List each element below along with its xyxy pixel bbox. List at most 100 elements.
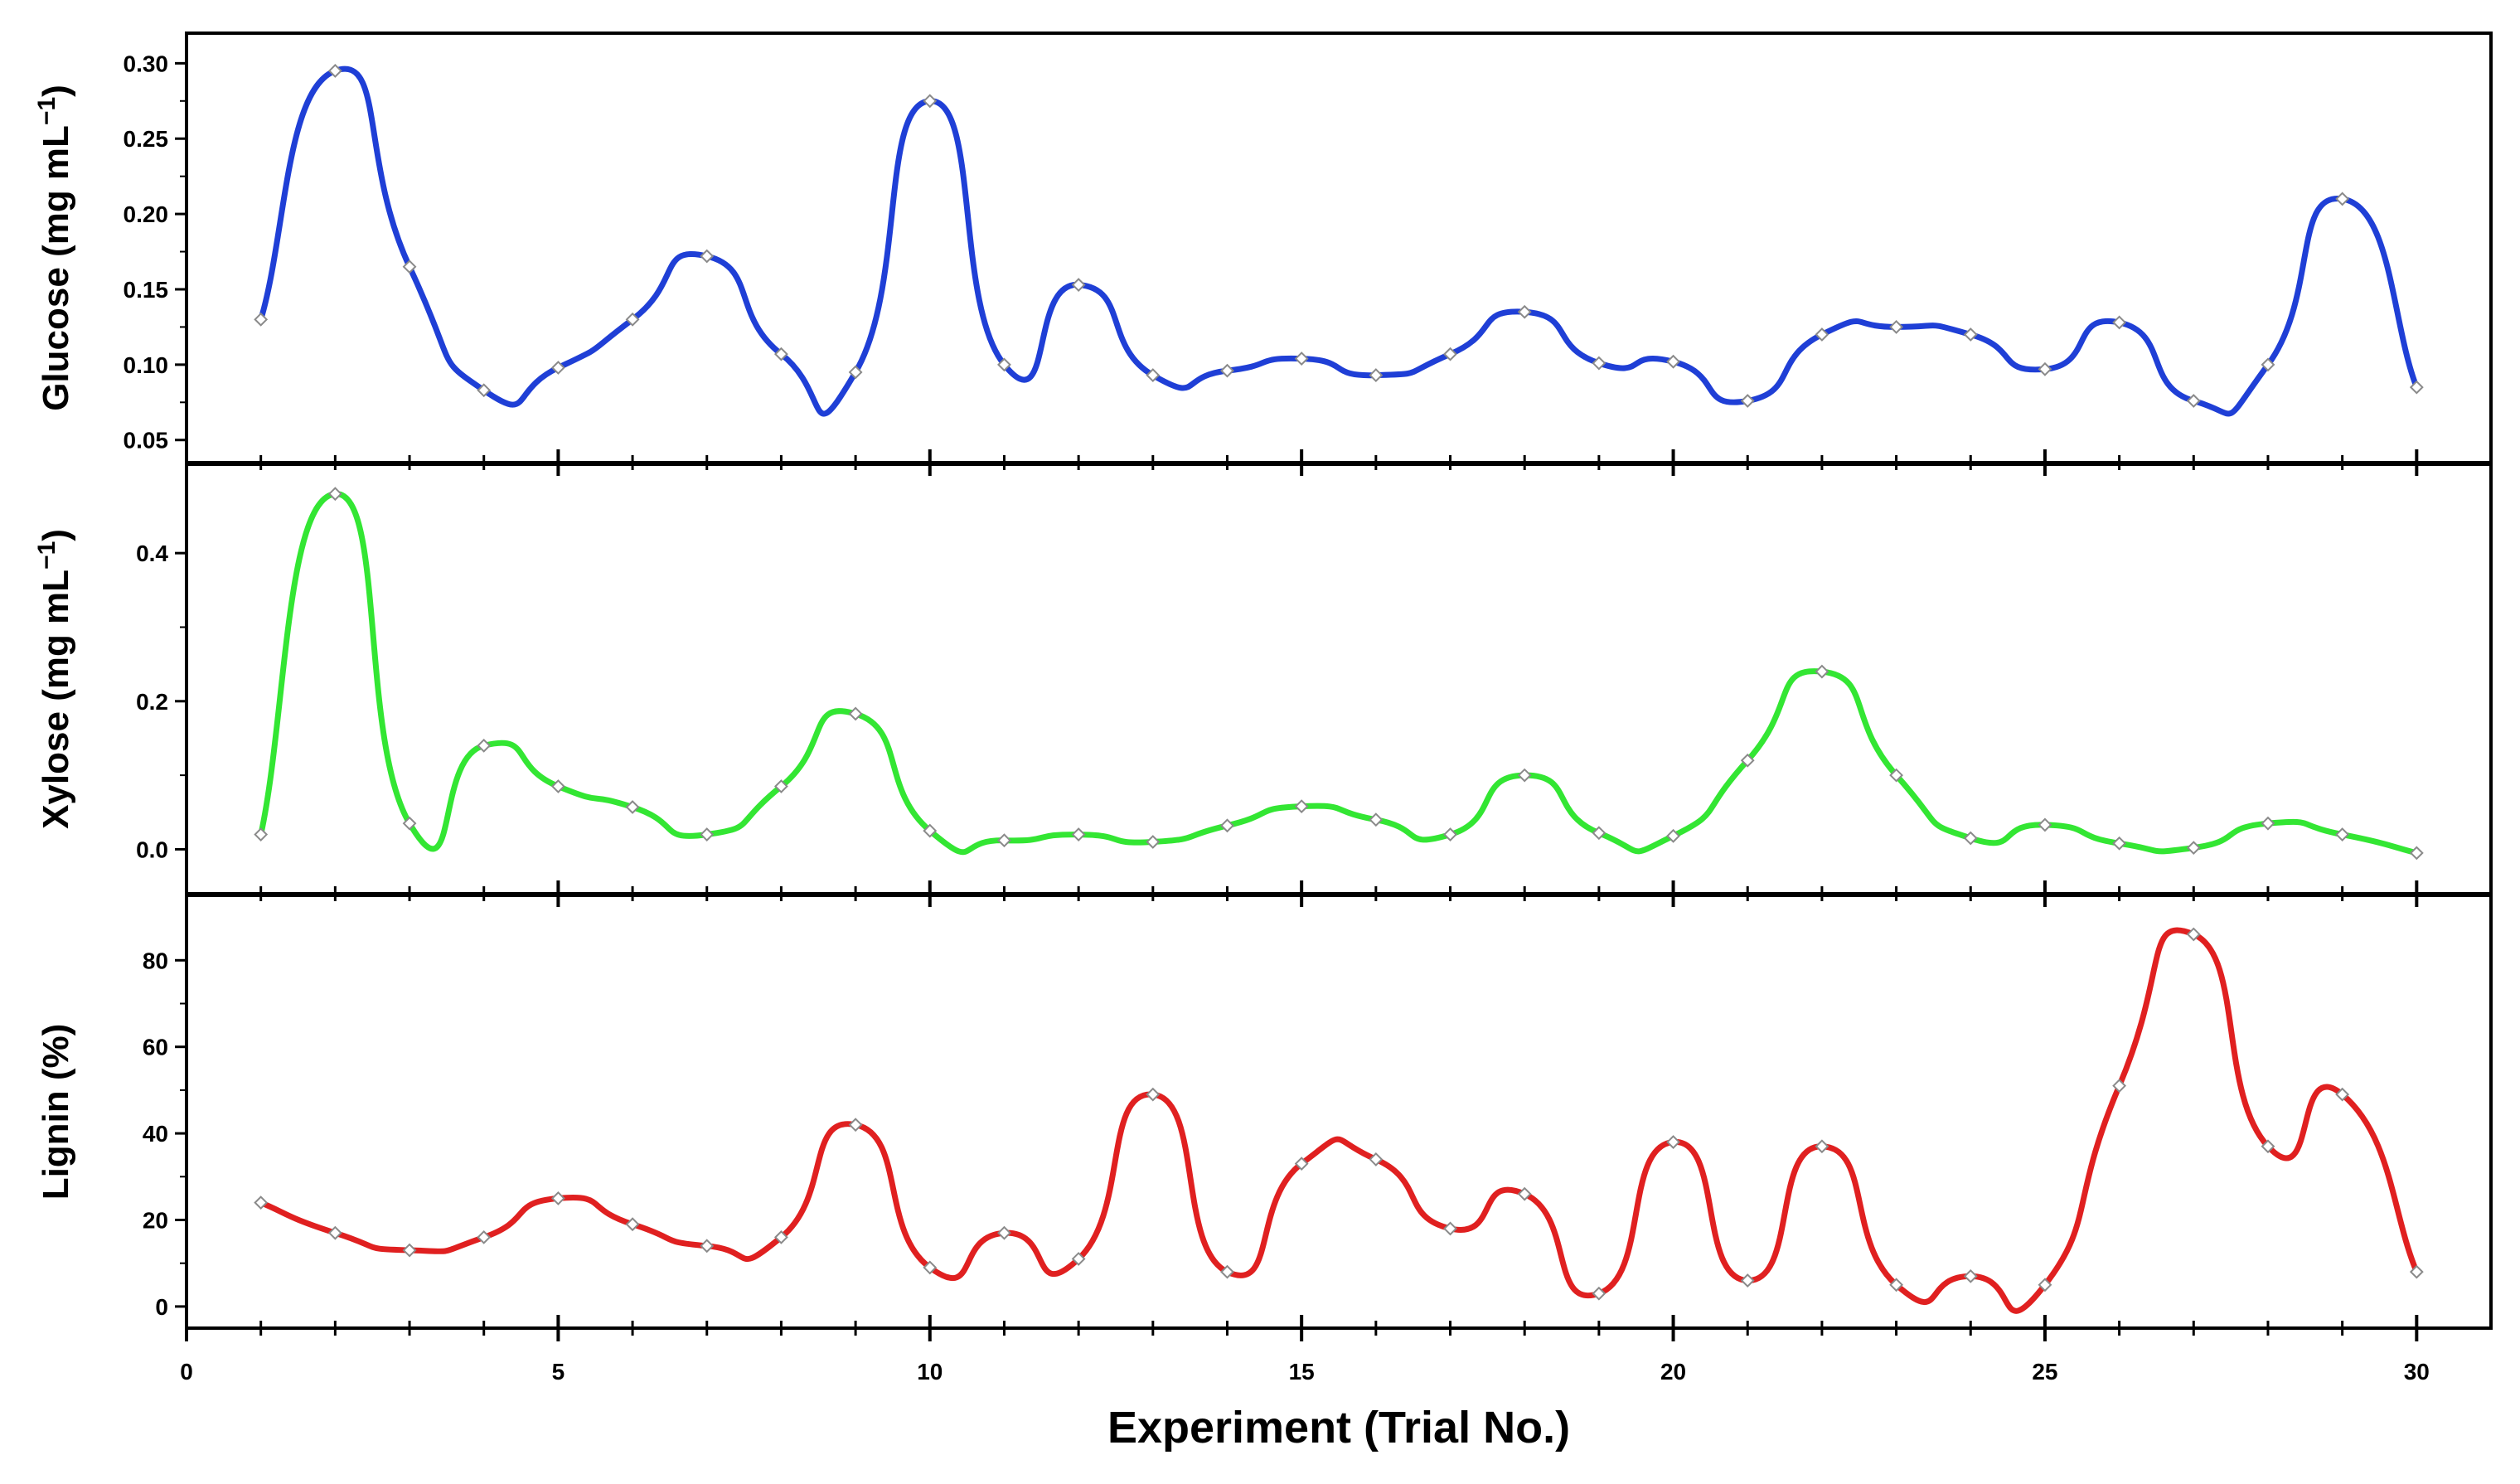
- glucose-ytick-label: 0.15: [124, 277, 169, 303]
- lignin-point-22: [1815, 1139, 1829, 1154]
- glucose-point-16: [1369, 368, 1384, 382]
- glucose-point-18: [1517, 304, 1532, 319]
- lignin-point-20: [1666, 1135, 1680, 1149]
- glucose-point-11: [997, 357, 1011, 372]
- lignin-point-8: [774, 1229, 788, 1244]
- xylose-ytick-label: 0.4: [136, 541, 168, 566]
- lignin-point-30: [2409, 1264, 2424, 1279]
- xylose-point-8: [774, 779, 788, 793]
- lignin-point-11: [997, 1225, 1011, 1240]
- lignin-point-13: [1146, 1087, 1161, 1102]
- glucose-point-22: [1815, 327, 1829, 342]
- glucose-point-5: [550, 361, 565, 375]
- glucose-point-20: [1666, 354, 1680, 369]
- lignin-point-15: [1294, 1157, 1309, 1171]
- xylose-ytick-label: 0.0: [136, 837, 168, 862]
- xylose-point-4: [477, 738, 492, 753]
- xylose-point-9: [848, 706, 863, 721]
- x-tick-label: 30: [2404, 1359, 2430, 1385]
- glucose-point-12: [1071, 278, 1086, 292]
- glucose-point-26: [2112, 315, 2127, 330]
- glucose-y-axis-label: Glucose (mg mL−1): [33, 85, 76, 411]
- glucose-ytick-label: 0.30: [124, 51, 169, 76]
- x-tick-label: 10: [917, 1359, 943, 1385]
- xylose-ytick-label: 0.2: [136, 689, 168, 715]
- xylose-point-22: [1815, 664, 1829, 679]
- x-tick-label: 0: [180, 1359, 193, 1385]
- lignin-point-27: [2186, 927, 2201, 942]
- lignin-point-10: [923, 1260, 938, 1275]
- lignin-series-line: [259, 927, 2420, 1314]
- xylose-point-16: [1369, 812, 1384, 827]
- xylose-point-2: [327, 487, 342, 502]
- glucose-point-21: [1740, 394, 1755, 408]
- xylose-point-23: [1889, 768, 1903, 783]
- glucose-point-6: [625, 312, 640, 327]
- lignin-point-4: [477, 1229, 492, 1244]
- glucose-ytick-label: 0.25: [124, 126, 169, 152]
- glucose-point-4: [477, 383, 492, 398]
- xylose-point-26: [2112, 836, 2127, 851]
- xylose-point-27: [2186, 841, 2201, 856]
- xylose-point-18: [1517, 768, 1532, 783]
- xylose-point-29: [2335, 827, 2350, 841]
- glucose-point-2: [327, 64, 342, 78]
- xylose-point-3: [402, 816, 417, 831]
- xylose-point-1: [254, 827, 269, 841]
- xylose-point-7: [700, 827, 715, 841]
- lignin-point-16: [1369, 1152, 1384, 1166]
- glucose-point-1: [254, 312, 269, 327]
- xylose-point-12: [1071, 827, 1086, 841]
- glucose-point-30: [2409, 380, 2424, 395]
- glucose-point-25: [2038, 361, 2052, 376]
- lignin-point-23: [1889, 1278, 1903, 1292]
- xylose-point-10: [923, 823, 938, 838]
- lignin-point-25: [2038, 1278, 2052, 1292]
- x-tick-label: 5: [552, 1359, 565, 1385]
- xylose-point-21: [1740, 753, 1755, 768]
- lignin-point-28: [2261, 1139, 2275, 1154]
- lignin-point-1: [254, 1195, 269, 1210]
- glucose-point-17: [1443, 347, 1457, 361]
- glucose-point-28: [2261, 357, 2275, 372]
- glucose-point-19: [1592, 356, 1606, 371]
- xylose-point-25: [2038, 817, 2052, 832]
- lignin-point-26: [2112, 1079, 2127, 1094]
- xylose-point-28: [2261, 816, 2275, 831]
- lignin-point-29: [2335, 1087, 2350, 1102]
- lignin-ytick-label: 20: [143, 1208, 168, 1234]
- xylose-point-17: [1443, 827, 1457, 841]
- lignin-point-14: [1220, 1264, 1234, 1279]
- glucose-point-13: [1146, 368, 1161, 382]
- xylose-point-15: [1294, 799, 1309, 814]
- xylose-y-axis-label: Xylose (mg mL−1): [33, 529, 76, 829]
- lignin-point-2: [327, 1225, 342, 1240]
- xylose-point-14: [1220, 818, 1234, 833]
- lignin-point-19: [1592, 1286, 1606, 1301]
- xylose-point-20: [1666, 828, 1680, 843]
- x-tick-label: 15: [1289, 1359, 1315, 1385]
- xylose-series-line: [258, 491, 2418, 856]
- glucose-point-8: [774, 347, 788, 361]
- xylose-markers: [254, 487, 2424, 861]
- lignin-point-18: [1517, 1186, 1532, 1201]
- glucose-point-24: [1963, 327, 1978, 342]
- xylose-point-5: [550, 779, 565, 793]
- glucose-point-29: [2335, 192, 2350, 206]
- x-axis-label: Experiment (Trial No.): [1107, 1403, 1570, 1452]
- xylose-point-11: [997, 833, 1011, 848]
- lignin-ytick-label: 80: [143, 948, 168, 973]
- glucose-point-23: [1889, 320, 1903, 334]
- lignin-markers: [254, 927, 2424, 1301]
- glucose-point-10: [923, 94, 938, 109]
- glucose-point-7: [700, 249, 715, 264]
- xylose-point-24: [1963, 831, 1978, 846]
- glucose-series-line: [258, 65, 2420, 417]
- lignin-ytick-label: 40: [143, 1121, 168, 1147]
- lignin-point-6: [625, 1217, 640, 1232]
- xylose-point-13: [1146, 835, 1161, 849]
- glucose-markers: [254, 64, 2424, 408]
- x-tick-label: 20: [1660, 1359, 1686, 1385]
- lignin-point-21: [1740, 1273, 1755, 1288]
- lignin-point-3: [402, 1243, 417, 1258]
